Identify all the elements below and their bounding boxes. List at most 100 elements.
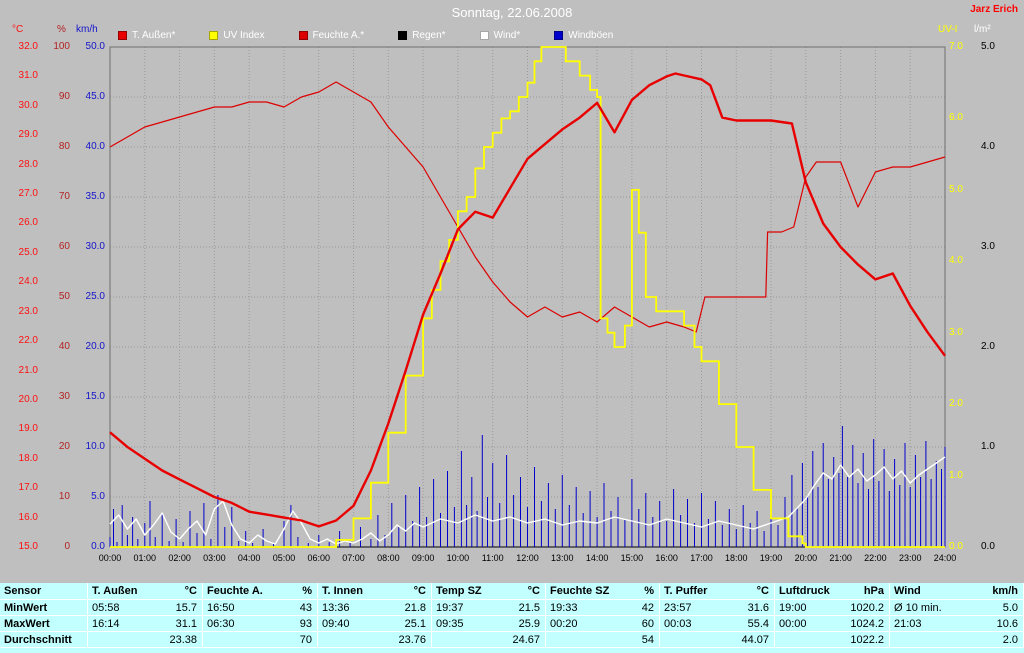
- table-cell: Ø 10 min. 5.0: [890, 600, 1024, 616]
- legend-item-windboeen: Windböen: [554, 30, 613, 41]
- y-tick-label-temp: 17.0: [18, 482, 38, 494]
- y-tick-label-temp: 26.0: [18, 217, 38, 229]
- legend-label: Wind*: [493, 30, 521, 41]
- legend-item-t-aussen: T. Außen*: [118, 30, 175, 41]
- y-tick-label-temp: 24.0: [18, 276, 38, 288]
- table-cell: 00:00 1024.2: [775, 616, 890, 632]
- x-tick-label: 07:00: [342, 553, 365, 563]
- axis-unit-temp: °C: [12, 24, 24, 35]
- y-tick-label-windspeed: 15.0: [85, 391, 105, 402]
- table-cell: 19:33 42: [546, 600, 660, 616]
- table-cell: 24.67: [432, 632, 546, 648]
- legend-label: Feuchte A.*: [312, 30, 365, 41]
- x-tick-label: 14:00: [585, 553, 609, 563]
- y-tick-label-uv: 3.0: [949, 326, 963, 338]
- chart-region: Sonntag, 22.06.2008 Jarz Erich T. Außen*…: [12, 4, 1018, 563]
- table-cell: 00:03 55.4: [660, 616, 775, 632]
- table-header-col4: Temp SZ °C: [432, 583, 546, 600]
- x-tick-label: 11:00: [481, 553, 504, 563]
- legend-label: UV Index: [223, 30, 265, 41]
- legend-swatch-feuchte-a: [298, 31, 308, 40]
- y-tick-label-temp: 22.0: [18, 335, 38, 347]
- y-tick-label-windspeed: 50.0: [85, 41, 105, 52]
- y-tick-label-temp: 29.0: [18, 129, 38, 141]
- y-tick-label-temp: 25.0: [18, 246, 38, 258]
- y-tick-label-rain: 1.0: [981, 441, 995, 452]
- axis-unit-hum: %: [57, 24, 66, 35]
- table-cell: 54: [546, 632, 660, 648]
- y-tick-label-temp: 28.0: [18, 158, 38, 170]
- y-tick-label-hum: 80: [58, 141, 70, 152]
- y-tick-label-rain: 2.0: [981, 341, 995, 352]
- y-tick-label-uv: 1.0: [949, 469, 963, 481]
- table-header-col2: Feuchte A.%: [203, 583, 318, 600]
- y-tick-label-uv: 4.0: [949, 255, 963, 267]
- x-tick-label: 03:00: [203, 553, 226, 563]
- legend-swatch-t-aussen: [118, 31, 127, 40]
- y-tick-label-windspeed: 45.0: [85, 91, 105, 102]
- table-header-col6: T. Puffer °C: [660, 583, 775, 600]
- y-tick-label-hum: 20: [58, 441, 70, 452]
- y-tick-label-uv: 5.0: [949, 183, 963, 195]
- y-tick-label-uv: 6.0: [949, 112, 963, 124]
- x-tick-label: 23:00: [898, 553, 922, 563]
- table-header-col8: Wind km/h: [890, 583, 1024, 600]
- gridlines: [109, 46, 946, 548]
- table-header-col1: T. Außen °C: [88, 583, 203, 600]
- table-cell: 23:57 31.6: [660, 600, 775, 616]
- legend-label: Regen*: [412, 30, 446, 41]
- legend-swatch-uv-index: [209, 31, 219, 40]
- series-wind: [109, 456, 946, 545]
- y-tick-label-hum: 90: [58, 91, 70, 102]
- series-uv-index: [110, 46, 945, 548]
- x-tick-label: 08:00: [377, 553, 400, 563]
- y-tick-label-hum: 0: [64, 541, 70, 552]
- table-cell: 09:40 25.1: [318, 616, 432, 632]
- y-tick-label-uv: 7.0: [949, 41, 963, 52]
- x-tick-label: 02:00: [168, 553, 191, 563]
- table-cell: 21:03 10.6: [890, 616, 1024, 632]
- table-cell: 70: [203, 632, 318, 648]
- table-row-label: MinWert: [0, 600, 88, 616]
- chart-title: Sonntag, 22.06.2008: [451, 5, 573, 20]
- legend-swatch-regen: [398, 31, 408, 40]
- x-tick-label: 21:00: [829, 553, 852, 563]
- y-tick-label-windspeed: 5.0: [91, 491, 105, 502]
- y-tick-label-temp: 15.0: [18, 541, 38, 552]
- axis-unit-rain: l/m²: [974, 24, 991, 35]
- y-tick-label-windspeed: 35.0: [85, 191, 105, 202]
- y-tick-label-hum: 100: [53, 41, 70, 52]
- series-t-aussen: [109, 72, 946, 528]
- x-tick-label: 15:00: [620, 553, 644, 563]
- x-tick-label: 13:00: [551, 553, 574, 563]
- y-tick-label-rain: 3.0: [981, 241, 995, 252]
- table-cell: 23.76: [318, 632, 432, 648]
- y-tick-label-hum: 30: [58, 391, 70, 402]
- series-feuchte-a: [109, 81, 946, 333]
- y-tick-label-hum: 50: [58, 291, 70, 302]
- table-cell: 44.07: [660, 632, 775, 648]
- table-cell: 19:37 21.5: [432, 600, 546, 616]
- y-tick-label-windspeed: 25.0: [85, 291, 105, 302]
- y-tick-label-windspeed: 20.0: [85, 341, 105, 352]
- table-header-col5: Feuchte SZ%: [546, 583, 660, 600]
- chart-legend: T. Außen* UV Index Feuchte A.* Regen* Wind* W…: [118, 30, 613, 41]
- axis-unit-windspeed: km/h: [76, 24, 98, 35]
- table-cell: 09:35 25.9: [432, 616, 546, 632]
- table-filler: [0, 648, 1024, 653]
- y-tick-label-hum: 10: [58, 491, 70, 502]
- table-row-label: Durchschnitt: [0, 632, 88, 648]
- y-tick-label-temp: 21.0: [18, 364, 38, 376]
- legend-item-uv-index: UV Index: [209, 30, 265, 41]
- x-tick-label: 20:00: [794, 553, 818, 563]
- x-tick-label: 06:00: [307, 553, 331, 563]
- x-tick-label: 17:00: [690, 553, 713, 563]
- y-tick-label-rain: 5.0: [981, 41, 995, 52]
- legend-label: T. Außen*: [132, 30, 176, 41]
- table-cell: 2.0: [890, 632, 1024, 648]
- table-cell: 16:14 31.1: [88, 616, 203, 632]
- legend-swatch-windboeen: [554, 31, 564, 40]
- y-tick-label-windspeed: 0.0: [91, 541, 105, 552]
- legend-item-regen: Regen*: [398, 30, 446, 41]
- y-tick-label-temp: 30.0: [18, 99, 38, 111]
